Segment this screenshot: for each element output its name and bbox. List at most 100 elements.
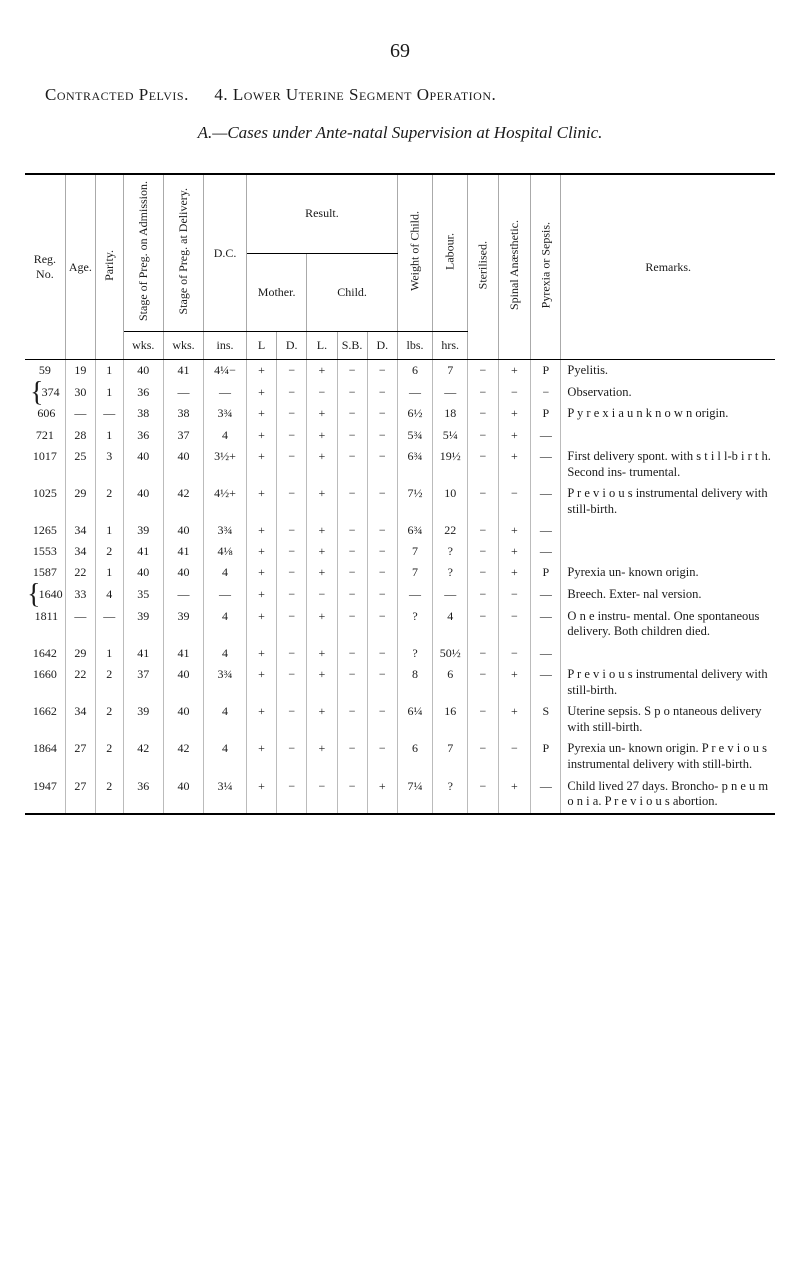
cell-st: − [468, 584, 498, 606]
cell-dc: 3¾ [204, 664, 247, 701]
hdr-mother: Mother. [246, 253, 306, 331]
table-row: 102529240424½++−+−−7½10−−—P r e v i o u … [25, 483, 775, 520]
cell-reg: 1265 [25, 520, 65, 541]
cell-cD: − [367, 584, 397, 606]
cell-cD: − [367, 606, 397, 643]
cell-reg: 1864 [25, 738, 65, 775]
cell-cL: − [307, 776, 337, 814]
cell-rem: P y r e x i a u n k n o w n origin. [561, 403, 775, 425]
cell-lab: — [433, 584, 468, 606]
cell-w2: — [163, 382, 203, 404]
cell-mD: − [277, 776, 307, 814]
cell-py: P [531, 360, 561, 382]
cell-cL: + [307, 541, 337, 562]
cell-lab: 7 [433, 738, 468, 775]
hdr-stage-adm: Stage of Preg. on Admission. [123, 174, 163, 332]
cell-lab: 10 [433, 483, 468, 520]
cell-cD: − [367, 520, 397, 541]
cell-lab: 4 [433, 606, 468, 643]
cell-an: + [498, 446, 531, 483]
cell-cSB: − [337, 562, 367, 584]
cell-mL: + [246, 541, 276, 562]
hdr-pyr: Pyrexia or Sepsis. [531, 174, 561, 360]
table-row: 1811——39394+−+−−?4−−—O n e instru- menta… [25, 606, 775, 643]
cell-st: − [468, 446, 498, 483]
cell-mL: + [246, 738, 276, 775]
cell-age: — [65, 606, 95, 643]
cell-par: 2 [95, 738, 123, 775]
cell-cL: + [307, 520, 337, 541]
cell-cL: − [307, 584, 337, 606]
cell-cL: + [307, 360, 337, 382]
cell-wt: 7 [397, 562, 432, 584]
table-row: 164229141414+−+−−?50½−−— [25, 643, 775, 664]
table-row: 194727236403¼+−−−+7¼?−+—Child lived 27 d… [25, 776, 775, 814]
cell-mL: + [246, 382, 276, 404]
cell-reg: 721 [25, 425, 65, 446]
cell-rem: Observation. [561, 382, 775, 404]
cell-cSB: − [337, 643, 367, 664]
hdr-remarks: Remarks. [561, 174, 775, 360]
cell-cSB: − [337, 425, 367, 446]
cell-cL: + [307, 562, 337, 584]
cell-w2: 41 [163, 541, 203, 562]
cell-w1: 36 [123, 425, 163, 446]
cell-w1: 40 [123, 562, 163, 584]
cell-mL: + [246, 425, 276, 446]
cell-st: − [468, 562, 498, 584]
cell-wt: ? [397, 606, 432, 643]
cell-lab: ? [433, 541, 468, 562]
cell-rem: Pyrexia un- known origin. P r e v i o u … [561, 738, 775, 775]
cell-reg: 1642 [25, 643, 65, 664]
cell-cD: − [367, 701, 397, 738]
cell-cD: − [367, 483, 397, 520]
cell-age: 28 [65, 425, 95, 446]
cell-py: — [531, 664, 561, 701]
cell-mL: + [246, 606, 276, 643]
cell-mD: − [277, 606, 307, 643]
cell-wt: 7 [397, 541, 432, 562]
cell-mL: + [246, 360, 276, 382]
cell-par: 1 [95, 562, 123, 584]
cell-mL: + [246, 562, 276, 584]
table-row: 166022237403¾+−+−−86−+—P r e v i o u s i… [25, 664, 775, 701]
cases-table: Reg. No. Age. Parity. Stage of Preg. on … [25, 173, 775, 815]
table-row: {37430136——+−−−−——−−−Observation. [25, 382, 775, 404]
cell-dc: 4⅛ [204, 541, 247, 562]
hdr-cD: D. [367, 332, 397, 360]
cell-lab: 7 [433, 360, 468, 382]
cell-cL: + [307, 483, 337, 520]
cell-an: − [498, 382, 531, 404]
cell-wt: 7½ [397, 483, 432, 520]
cell-an: − [498, 738, 531, 775]
cell-cL: + [307, 664, 337, 701]
cell-par: 2 [95, 701, 123, 738]
table-row: 155334241414⅛+−+−−7?−+— [25, 541, 775, 562]
cell-w2: 40 [163, 446, 203, 483]
cell-w2: 42 [163, 738, 203, 775]
cell-cD: − [367, 738, 397, 775]
cell-par: 2 [95, 664, 123, 701]
cell-reg: 1947 [25, 776, 65, 814]
cell-wt: 6½ [397, 403, 432, 425]
cell-cD: − [367, 382, 397, 404]
cell-py: P [531, 738, 561, 775]
cell-w2: 39 [163, 606, 203, 643]
cell-w2: — [163, 584, 203, 606]
cell-st: − [468, 483, 498, 520]
cell-w1: 36 [123, 382, 163, 404]
cell-rem [561, 425, 775, 446]
cell-rem: O n e instru- mental. One spontaneous de… [561, 606, 775, 643]
cell-py: P [531, 562, 561, 584]
cell-reg: {1640 [25, 584, 65, 606]
cell-cD: − [367, 562, 397, 584]
cell-cSB: − [337, 701, 367, 738]
hdr-parity: Parity. [95, 174, 123, 360]
cell-w1: 40 [123, 446, 163, 483]
cell-mL: + [246, 643, 276, 664]
cell-cL: + [307, 403, 337, 425]
cell-lab: ? [433, 776, 468, 814]
cell-dc: 3½+ [204, 446, 247, 483]
table-row: {164033435——+−−−−——−−—Breech. Exter- nal… [25, 584, 775, 606]
cell-rem: Pyelitis. [561, 360, 775, 382]
